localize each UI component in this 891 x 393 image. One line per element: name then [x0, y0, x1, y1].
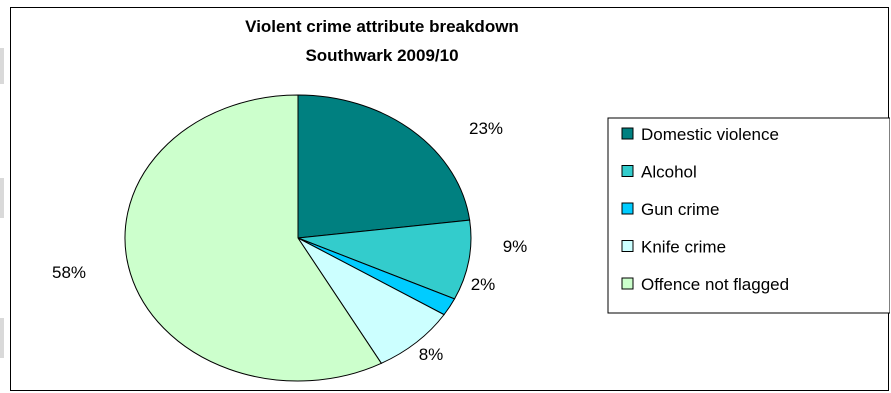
legend-box [607, 117, 890, 314]
pie-chart: Violent crime attribute breakdown Southw… [52, 17, 890, 382]
pie-label-alcohol: 9% [503, 237, 528, 256]
legend-label-knife-crime: Knife crime [641, 238, 726, 257]
edge-mark-mid [0, 178, 4, 218]
legend-label-domestic-violence: Domestic violence [641, 125, 779, 144]
pie-slice-domestic-violence [297, 94, 471, 239]
legend-swatch-knife-crime [621, 240, 634, 252]
pie-slice-offence-not-flagged [124, 94, 383, 382]
legend-label-gun-crime: Gun crime [641, 200, 719, 219]
legend-label-alcohol: Alcohol [641, 163, 697, 182]
legend-swatch-domestic-violence [621, 127, 634, 140]
pie-slices [124, 94, 472, 382]
pie-label-gun-crime: 2% [471, 275, 496, 294]
edge-mark-top [0, 48, 4, 84]
legend-swatch-gun-crime [621, 202, 634, 215]
pie-label-offence-not-flagged: 58% [52, 263, 86, 282]
edge-mark-low [0, 318, 4, 358]
legend-swatch-alcohol [621, 165, 634, 177]
pie-label-knife-crime: 8% [419, 345, 444, 364]
pie-label-domestic-violence: 23% [469, 119, 503, 138]
legend-swatch-offence-not-flagged [621, 277, 634, 290]
legend-label-offence-not-flagged: Offence not flagged [641, 275, 789, 294]
chart-title: Violent crime attribute breakdown [245, 17, 519, 36]
pie-slice-alcohol [297, 219, 472, 300]
chart-legend: Domestic violence Alcohol Gun crime Knife c… [607, 117, 890, 314]
chart-subtitle: Southwark 2009/10 [305, 46, 458, 65]
chart-frame: Violent crime attribute breakdown Southw… [10, 7, 890, 391]
pie-labels: 23% 9% 2% 8% 58% [52, 119, 527, 364]
